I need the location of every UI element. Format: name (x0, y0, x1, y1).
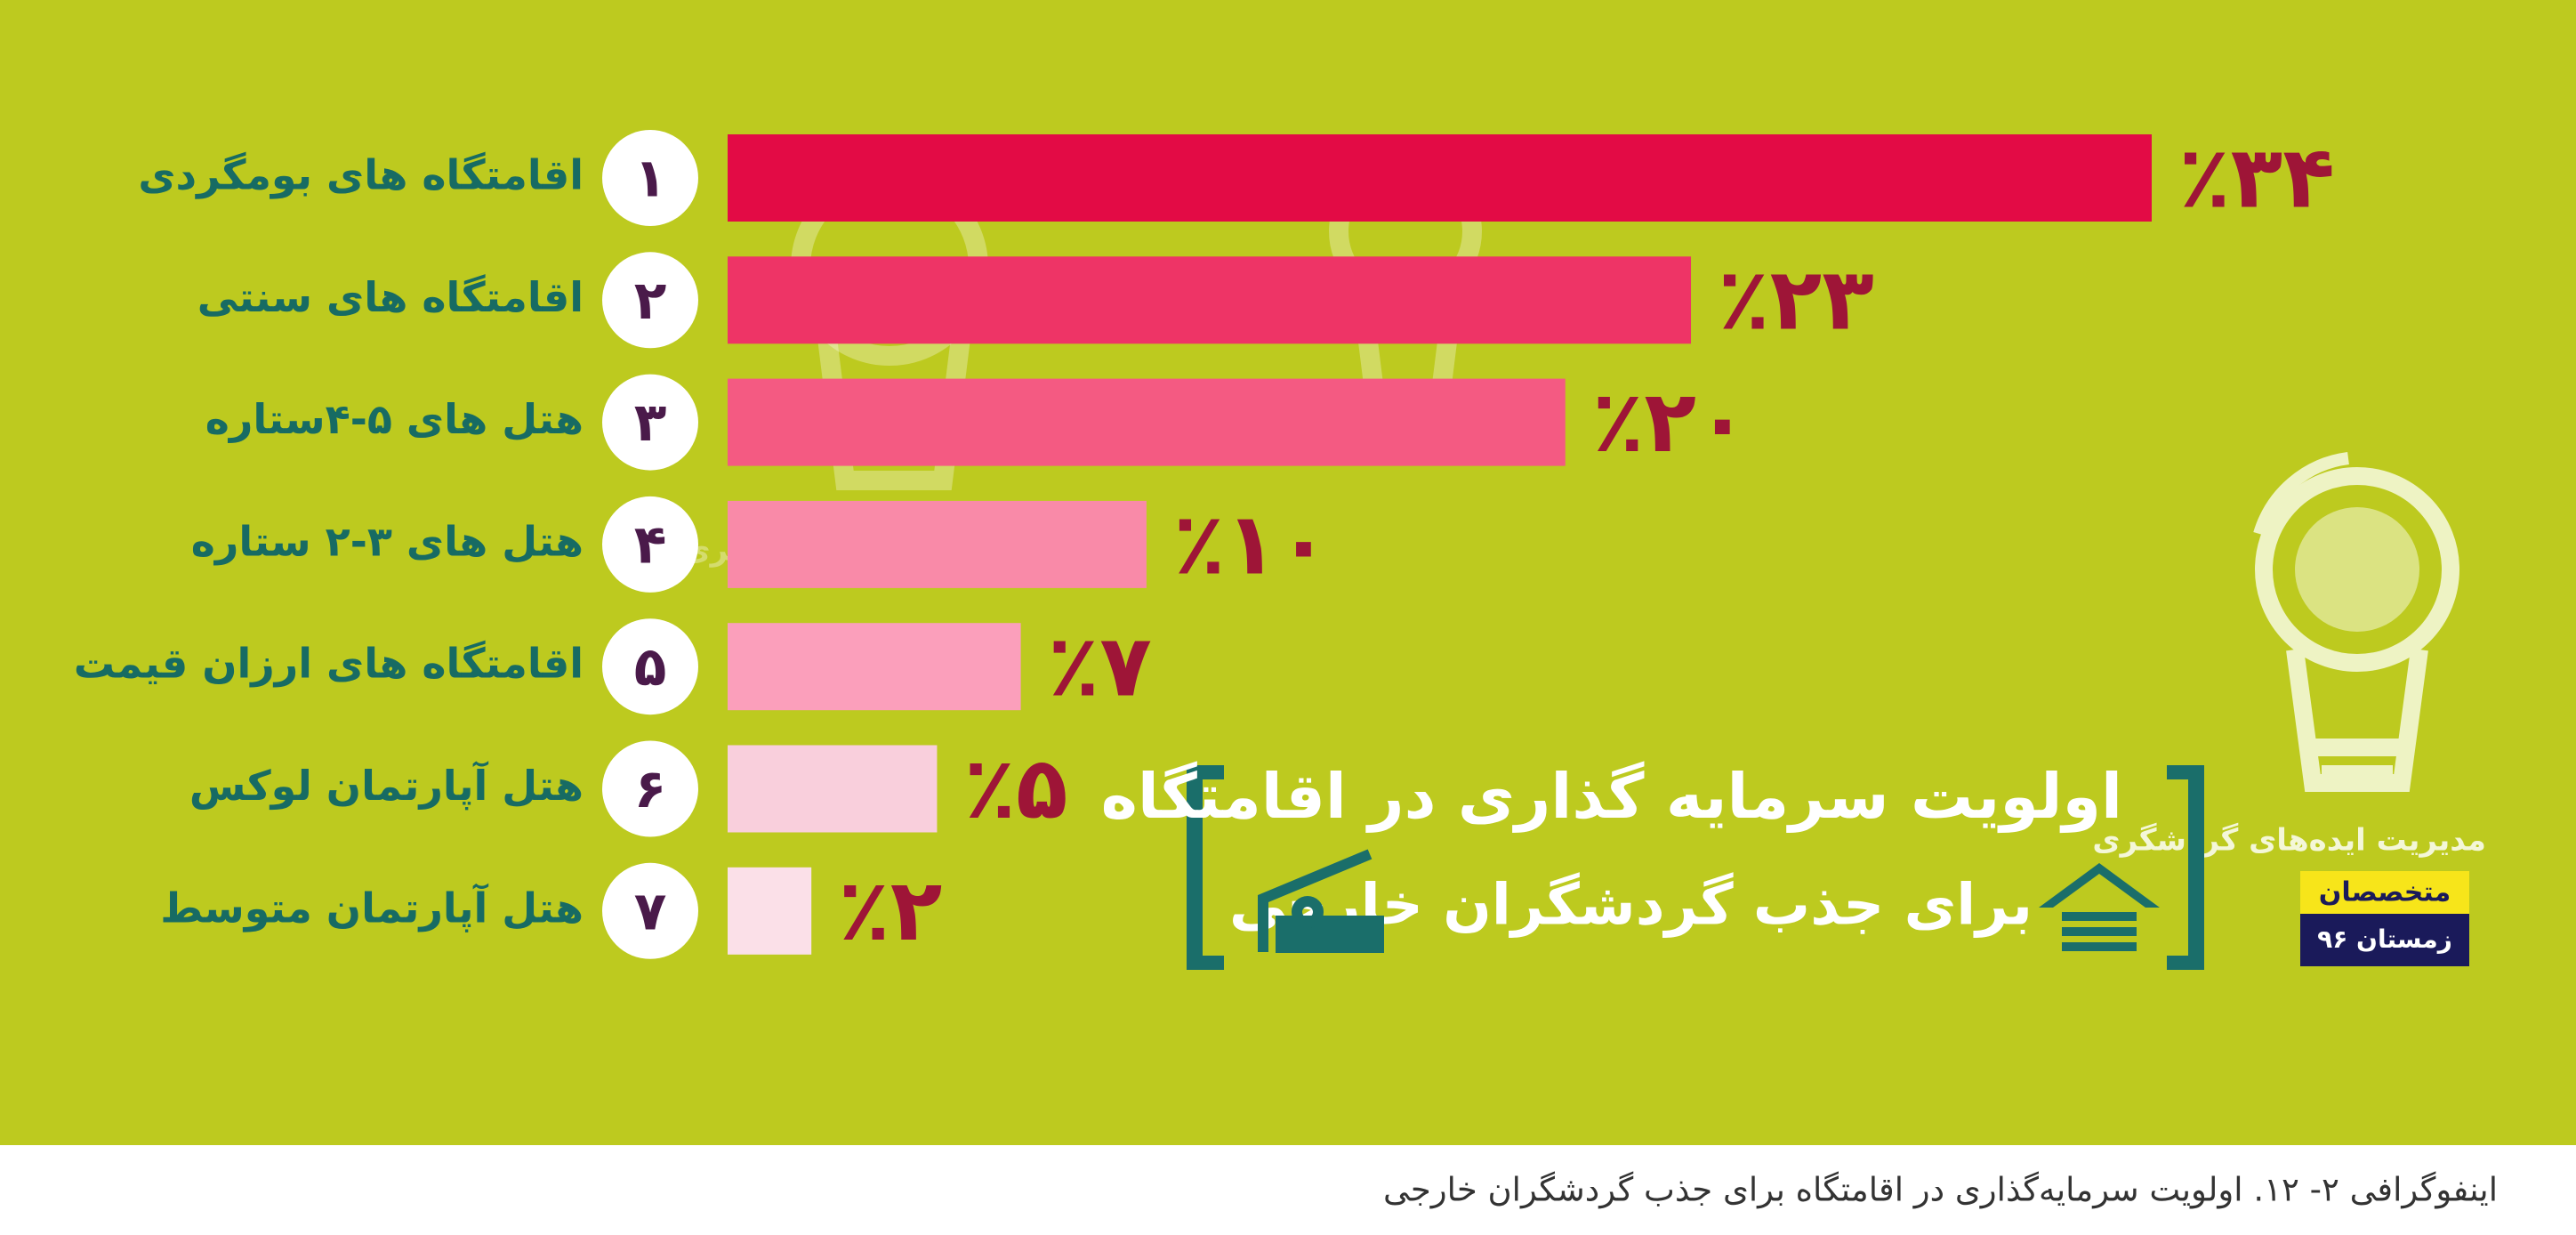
category-label: اقامتگاه های سنتی (197, 273, 584, 321)
value-label: ٪۳۴ (2178, 127, 2335, 227)
value-label: ٪۵ (963, 739, 1067, 838)
badge-top-text: متخصصان (2319, 877, 2451, 908)
bar (728, 867, 812, 955)
rank-circle (602, 740, 698, 837)
rank-circle (602, 252, 698, 349)
rank-circle (602, 496, 698, 593)
rank: ۵ (634, 636, 667, 698)
category-label: هتل آپارتمان متوسط (160, 883, 584, 932)
rank-circle (602, 862, 698, 959)
logo-bulb (2253, 452, 2459, 792)
bar (728, 134, 2152, 222)
value-label: ٪۲ (838, 860, 942, 960)
category-label: هتل های ۵-۴ستاره (205, 395, 584, 443)
badge-bottom-text: زمستان ۹۶ (2317, 924, 2452, 954)
rank: ۷ (634, 880, 667, 942)
value-label: ٪۲۳ (1718, 250, 1874, 350)
caption: اینفوگرافی ۲- ۱۲. اولویت سرمایه‌گذاری در… (1383, 1171, 2498, 1209)
house-icon (2039, 863, 2160, 951)
title: اولویت سرمایه گذاری در اقامتگاه (1101, 760, 2122, 833)
logo-text: مدیریت ایده‌های گردشگری (2092, 823, 2486, 859)
bar (728, 500, 1147, 588)
badge-bottom (2300, 914, 2469, 966)
category-label: هتل آپارتمان لوکس (189, 761, 584, 811)
category-label: هتل های ۳-۲ ستاره (191, 517, 584, 565)
rank-circle (602, 130, 698, 226)
category-label: اقامتگاه های ارزان قیمت (74, 640, 584, 688)
title-bracket (1187, 765, 2204, 970)
value-label: ٪۱۰ (1173, 494, 1330, 593)
rank: ۶ (634, 758, 667, 820)
bar (728, 378, 1566, 466)
bed-icon (1258, 849, 1384, 953)
rank: ۴ (634, 513, 667, 576)
rank: ۳ (634, 391, 667, 454)
rank-circle (602, 618, 698, 715)
bar (728, 623, 1021, 711)
rank-circle (602, 374, 698, 471)
value-label: ٪۷ (1048, 617, 1152, 716)
category-label: اقامتگاه های بومگردی (138, 151, 584, 199)
badge-top (2300, 871, 2469, 914)
rank: ۱ (634, 148, 667, 210)
value-label: ٪۲۰ (1592, 372, 1749, 472)
bar (728, 256, 1692, 344)
rank: ۲ (634, 270, 667, 332)
logo-globe (2295, 507, 2419, 632)
bar (728, 745, 938, 833)
